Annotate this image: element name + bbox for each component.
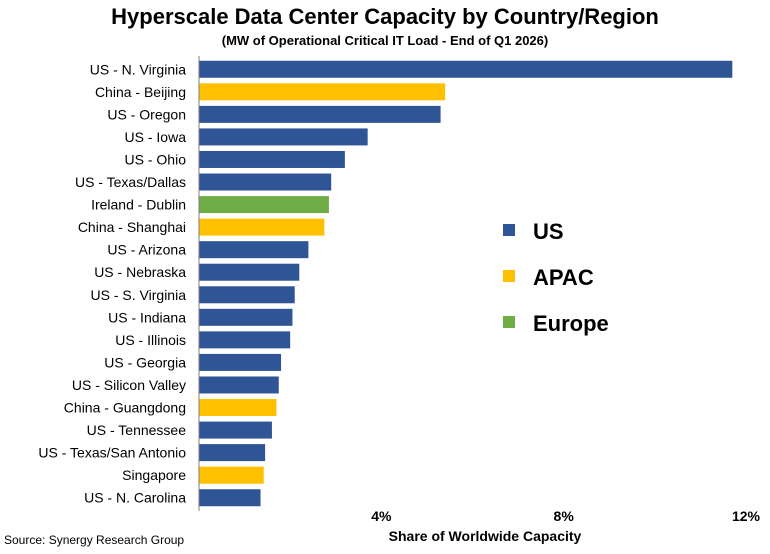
category-label: China - Shanghai [78, 219, 186, 235]
bar-us-oregon [199, 105, 441, 123]
x-tick-labels: 4% 8% 12% [371, 508, 760, 524]
category-label: US - S. Virginia [91, 287, 187, 303]
x-tick-label: 4% [371, 508, 392, 524]
bars-group [199, 60, 733, 507]
bar-us-silicon-valley [199, 376, 279, 394]
category-label: US - Texas/Dallas [75, 174, 186, 190]
bar-ireland-dublin [199, 196, 329, 214]
category-label: US - Oregon [107, 106, 186, 122]
category-label: US - Iowa [125, 129, 187, 145]
chart-subtitle: (MW of Operational Critical IT Load - En… [221, 33, 549, 48]
category-label: US - Indiana [108, 309, 186, 325]
bar-us-s-virginia [199, 286, 295, 304]
category-label: Ireland - Dublin [91, 197, 186, 213]
bar-us-texas-san-antonio [199, 444, 266, 462]
category-label: China - Guangdong [64, 400, 186, 416]
bar-us-georgia [199, 353, 282, 371]
category-label: US - Silicon Valley [72, 377, 186, 393]
category-label: Singapore [122, 467, 186, 483]
x-axis-label: Share of Worldwide Capacity [388, 528, 582, 544]
bar-us-arizona [199, 241, 309, 259]
category-label: US - N. Carolina [84, 490, 186, 506]
category-label: US - Arizona [107, 242, 186, 258]
x-tick-label: 12% [732, 508, 761, 524]
bar-us-tennessee [199, 421, 272, 439]
legend: US APAC Europe [503, 219, 609, 336]
bar-china-shanghai [199, 218, 325, 236]
bar-us-n-carolina [199, 489, 261, 507]
bar-us-n-virginia [199, 60, 733, 78]
bar-us-illinois [199, 331, 291, 349]
x-tick-label: 8% [554, 508, 575, 524]
category-label: US - Ohio [125, 151, 187, 167]
category-label: US - Tennessee [87, 422, 187, 438]
category-label: US - N. Virginia [90, 61, 186, 77]
category-label: US - Georgia [104, 354, 186, 370]
chart-title: Hyperscale Data Center Capacity by Count… [111, 4, 659, 29]
legend-label-europe: Europe [533, 311, 609, 336]
bar-singapore [199, 466, 264, 484]
category-label: US - Nebraska [94, 264, 186, 280]
legend-swatch-apac [503, 270, 515, 282]
bar-us-indiana [199, 308, 293, 326]
category-label: US - Texas/San Antonio [38, 445, 186, 461]
bar-us-nebraska [199, 263, 300, 281]
category-label: US - Illinois [115, 332, 186, 348]
bar-china-beijing [199, 83, 446, 101]
bar-china-guangdong [199, 399, 277, 417]
bar-us-iowa [199, 128, 368, 146]
bar-us-ohio [199, 150, 345, 168]
legend-swatch-us [503, 224, 515, 236]
category-labels: US - N. Virginia China - Beijing US - Oreg… [38, 61, 186, 505]
legend-label-apac: APAC [533, 265, 594, 290]
source-note: Source: Synergy Research Group [4, 533, 185, 547]
legend-label-us: US [533, 219, 564, 244]
legend-swatch-europe [503, 316, 515, 328]
bar-us-texas-dallas [199, 173, 332, 191]
category-label: China - Beijing [95, 84, 186, 100]
